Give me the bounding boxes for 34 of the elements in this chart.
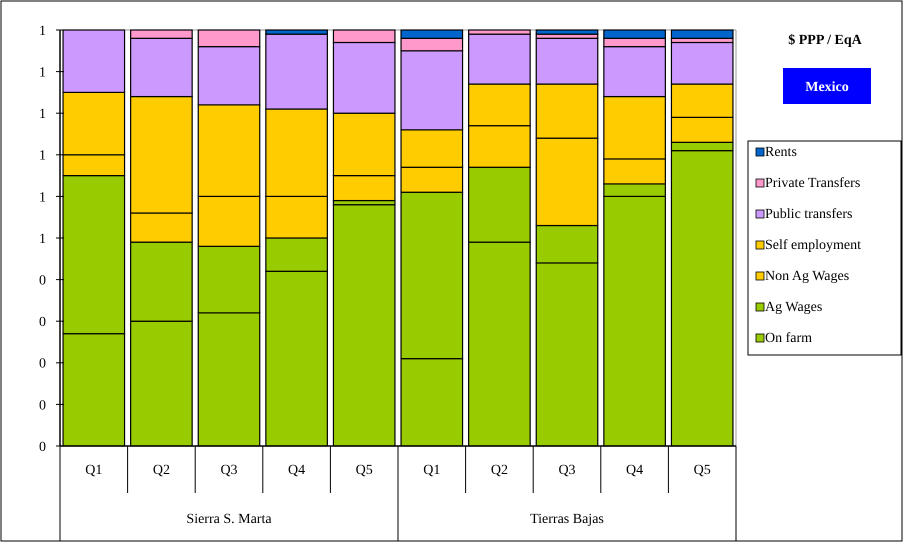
y-tick-label: 1 [39,232,46,247]
bar [536,29,598,35]
y-tick-label: 0 [39,440,46,455]
text: Sierra S. Marta [186,512,272,527]
x-tick-label: Q2 [490,463,508,478]
bar [670,29,734,39]
y-tick-label: 1 [39,66,46,80]
text: $ PPP / EqA [788,33,863,48]
text: Tierras Bajas [530,512,604,527]
y-tick-label: 1 [39,190,46,206]
x-tick-label: Q5 [694,463,711,478]
x-tick-label: Q4 [288,463,306,478]
legend-label: Private Transfers [765,176,860,191]
x-tick-label: Q1 [423,463,440,478]
x-tick-label: Q1 [85,463,102,478]
y-tick-label: 0 [39,356,46,372]
y-tick-label: 1 [39,107,46,122]
legend-label: Non Ag Wages [765,269,850,284]
text: Mexico [805,80,849,95]
x-tick-label: Q3 [558,463,576,478]
legend-label: On farm [765,331,812,346]
y-tick-label: 0 [39,315,46,330]
legend-label: Public transfers [765,207,852,222]
x-tick-label: Q4 [626,463,644,478]
y-tick-label: 0 [39,274,46,288]
x-tick-label: Q5 [356,463,373,478]
legend-label: Rents [765,145,797,160]
legend-label: Self employment [765,238,862,253]
x-tick-label: Q2 [152,463,170,478]
y-tick-label: 0 [39,398,46,414]
legend-label: Ag Wages [765,300,822,315]
y-tick-label: 1 [39,24,46,39]
x-tick-label: Q3 [220,463,238,478]
y-tick-label: 1 [39,148,46,164]
